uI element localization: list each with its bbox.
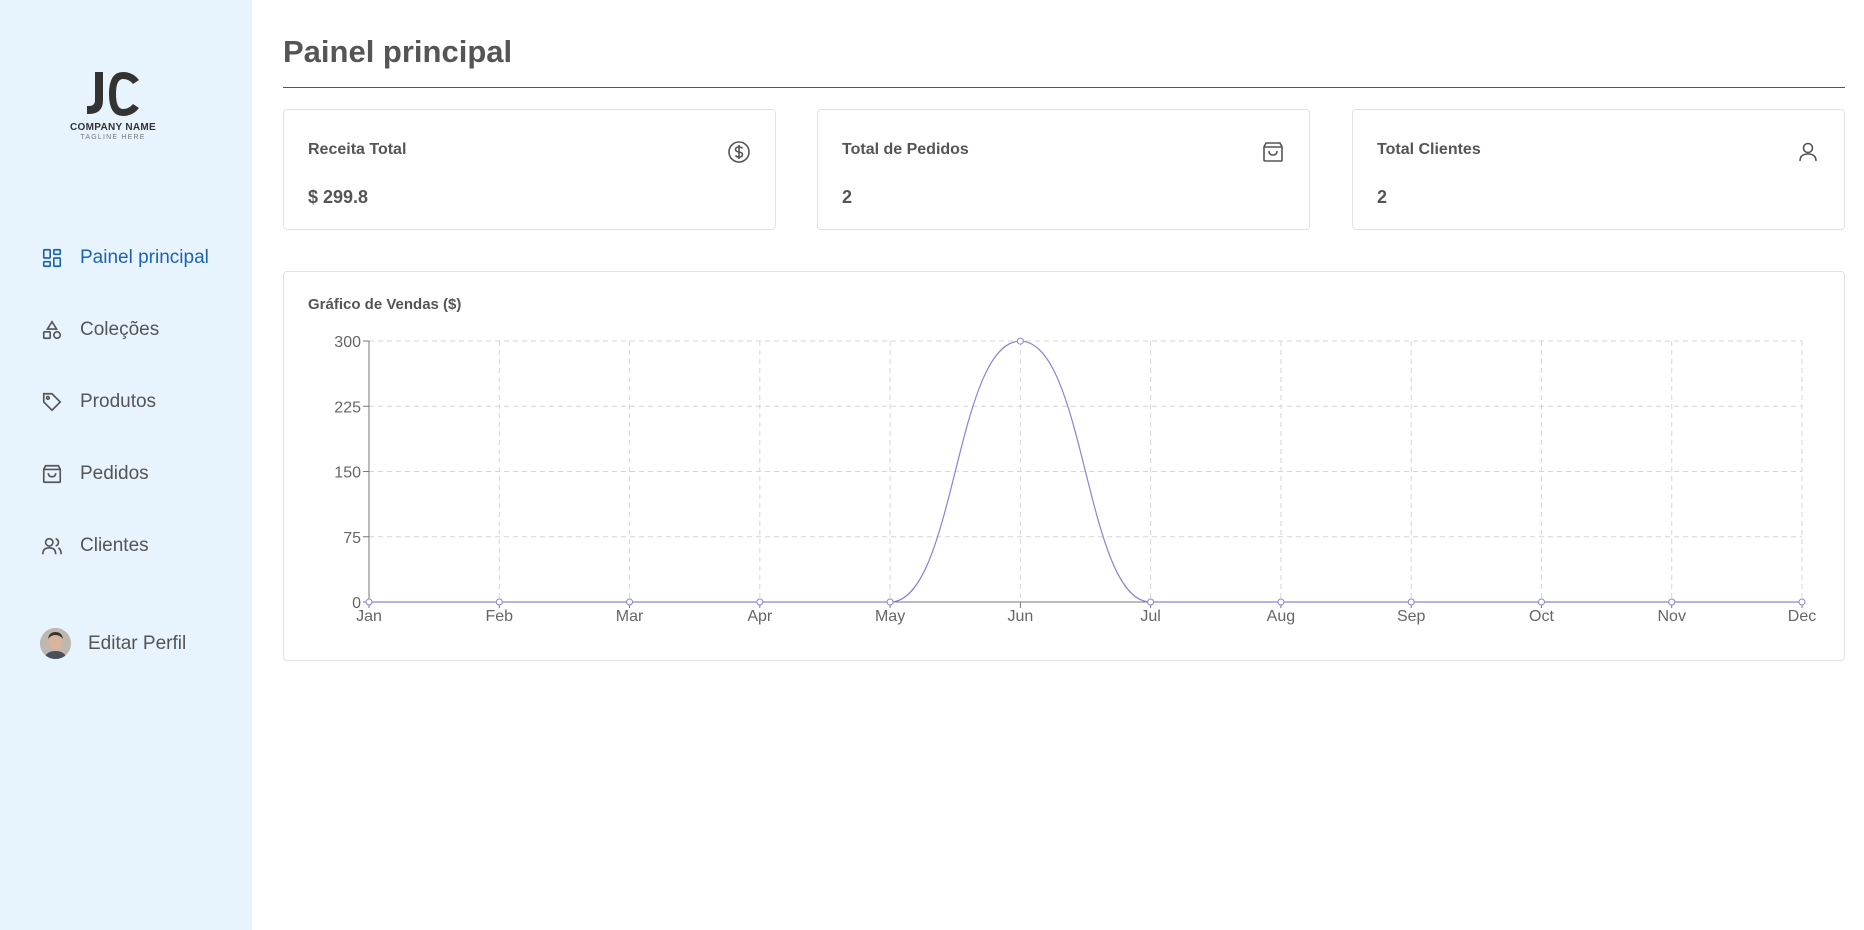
- company-tagline: TAGLINE HERE: [80, 134, 146, 141]
- page-title: Painel principal: [283, 34, 513, 69]
- card-value: $ 299.8: [308, 187, 369, 207]
- user-icon: [1796, 140, 1820, 164]
- card-label: Receita Total: [308, 141, 407, 158]
- y-tick-label: 150: [334, 465, 361, 482]
- sidebar-item-colecoes[interactable]: Coleções: [40, 312, 159, 348]
- card-value: 2: [1377, 187, 1388, 207]
- x-tick-label: Jul: [1140, 608, 1160, 625]
- shopping-bag-icon: [40, 462, 64, 486]
- x-tick-label: Mar: [616, 608, 644, 625]
- x-tick-label: Aug: [1267, 608, 1295, 625]
- chart-title: Gráfico de Vendas ($): [308, 296, 462, 313]
- sidebar-item-produtos[interactable]: Produtos: [40, 384, 156, 420]
- title-divider: [283, 87, 1845, 88]
- x-tick-label: Jun: [1007, 608, 1033, 625]
- logo-mark-icon: [87, 72, 139, 116]
- sidebar-item-pedidos[interactable]: Pedidos: [40, 456, 149, 492]
- card-total-pedidos: Total de Pedidos 2: [817, 109, 1310, 230]
- card-total-clientes: Total Clientes 2: [1352, 109, 1845, 230]
- x-tick-label: Dec: [1788, 608, 1816, 625]
- data-point: [886, 598, 894, 606]
- x-tick-label: Nov: [1658, 608, 1686, 625]
- card-value: 2: [842, 187, 853, 207]
- y-tick-label: 225: [334, 399, 361, 416]
- sidebar-item-clientes[interactable]: Clientes: [40, 528, 149, 564]
- x-tick-label: Jan: [356, 608, 382, 625]
- data-point: [1147, 598, 1155, 606]
- data-point: [1277, 598, 1285, 606]
- x-tick-label: Oct: [1529, 608, 1554, 625]
- card-receita-total: Receita Total $ 299.8: [283, 109, 776, 230]
- data-point: [1798, 598, 1806, 606]
- y-tick-label: 300: [334, 334, 361, 351]
- avatar: [40, 628, 71, 659]
- sidebar: COMPANY NAME TAGLINE HERE Painel princip…: [0, 0, 252, 930]
- sidebar-item-label: Produtos: [80, 391, 157, 412]
- sidebar-item-label: Clientes: [80, 535, 149, 556]
- data-point: [756, 598, 764, 606]
- sidebar-item-painel-principal[interactable]: Painel principal: [40, 240, 209, 276]
- dollar-circle-icon: [727, 140, 751, 164]
- tag-icon: [40, 390, 64, 414]
- y-tick-label: 0: [352, 595, 361, 612]
- shapes-icon: [40, 318, 64, 342]
- x-tick-label: May: [875, 608, 905, 625]
- data-point: [495, 598, 503, 606]
- shopping-bag-icon: [1261, 140, 1285, 164]
- y-tick-label: 75: [343, 530, 361, 547]
- company-name: COMPANY NAME: [69, 122, 156, 133]
- sidebar-item-label: Pedidos: [80, 463, 149, 484]
- data-point: [1537, 598, 1545, 606]
- data-point: [1668, 598, 1676, 606]
- data-point: [1016, 337, 1024, 345]
- edit-profile-link[interactable]: Editar Perfil: [40, 628, 186, 659]
- company-logo[interactable]: COMPANY NAME TAGLINE HERE: [62, 70, 164, 141]
- edit-profile-label: Editar Perfil: [88, 632, 187, 654]
- data-point: [626, 598, 634, 606]
- data-point: [365, 598, 373, 606]
- sidebar-item-label: Painel principal: [80, 247, 209, 268]
- data-point: [1407, 598, 1415, 606]
- users-icon: [40, 534, 64, 558]
- x-tick-label: Feb: [485, 608, 513, 625]
- card-label: Total Clientes: [1377, 141, 1481, 158]
- sidebar-item-label: Coleções: [80, 319, 160, 340]
- card-label: Total de Pedidos: [842, 141, 969, 158]
- sales-chart: 0 75 150 225 300 Jan Feb Mar Apr May Jun Jul Aug Sep O…: [334, 334, 1816, 625]
- sales-chart-card: Gráfico de Vendas ($) 0 75 150 225 300 Jan Feb…: [283, 271, 1845, 661]
- dashboard-icon: [40, 246, 64, 270]
- x-tick-label: Sep: [1397, 608, 1426, 625]
- x-tick-label: Apr: [747, 608, 773, 625]
